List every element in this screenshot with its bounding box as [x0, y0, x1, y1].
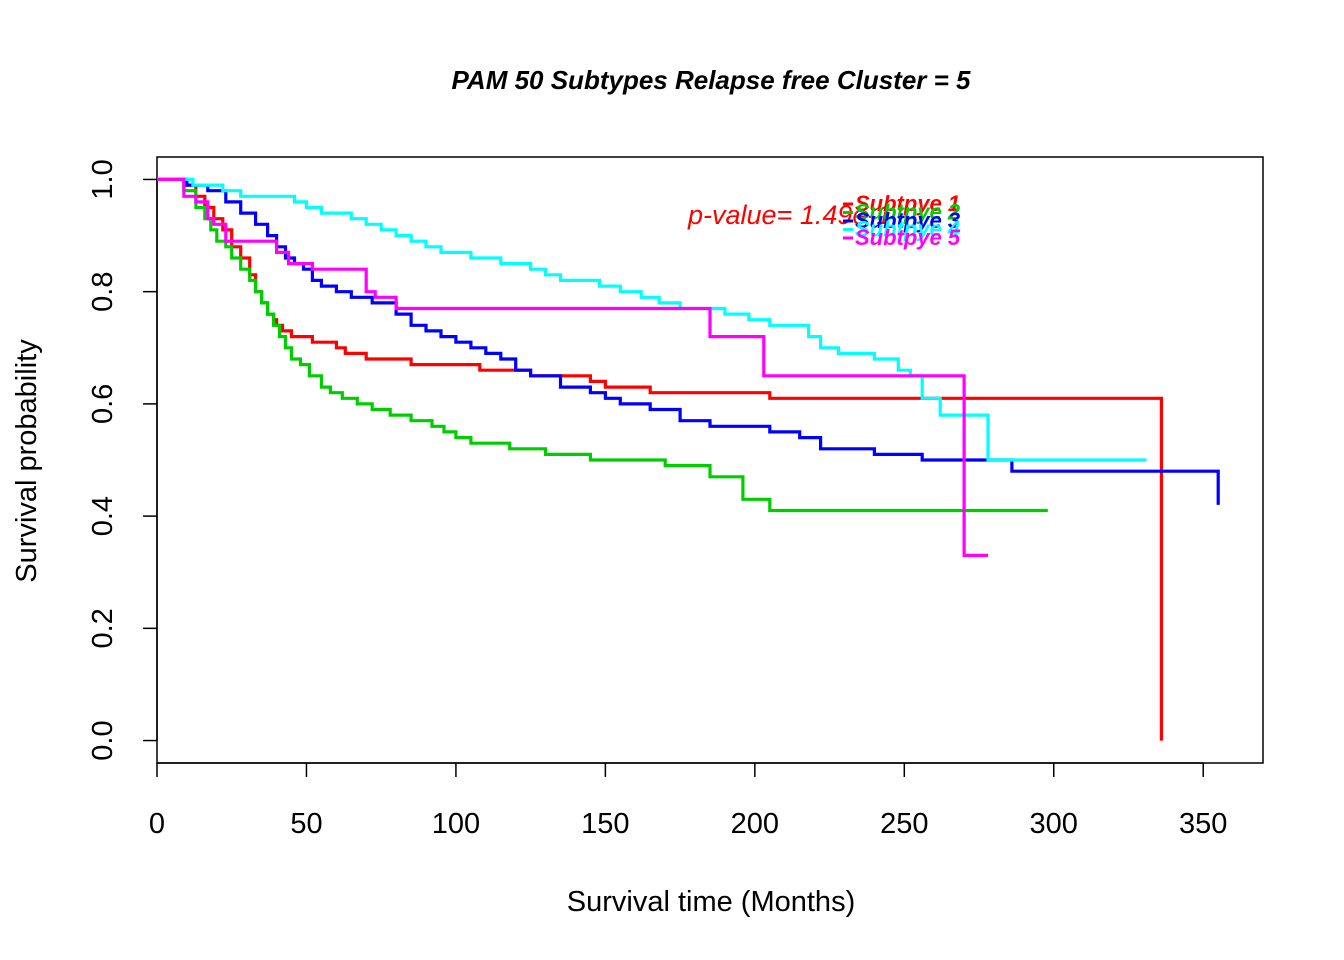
x-tick-label: 250 [880, 808, 928, 840]
x-tick-label: 150 [581, 808, 629, 840]
survival-curve-3 [157, 177, 1220, 505]
x-axis: 0 50 100 150 200 250 300 350 [149, 762, 1227, 840]
x-tick-label: 300 [1030, 808, 1078, 840]
y-tick-label: 0.6 [87, 384, 119, 424]
legend-label: Subtpye 1 [855, 191, 960, 216]
survival-curve-2 [157, 177, 1048, 513]
survival-curve-4 [157, 177, 1147, 462]
series-layer [157, 177, 1220, 741]
y-tick-label: 1.0 [87, 159, 119, 199]
legend-label: Subtpye 4 [855, 217, 960, 242]
x-tick-label: 100 [432, 808, 480, 840]
y-tick-label: 0.0 [87, 720, 119, 760]
x-tick-label: 200 [731, 808, 779, 840]
legend-label: Subtpye 3 [855, 208, 960, 233]
y-tick-label: 0.2 [87, 608, 119, 648]
x-tick-label: 350 [1179, 808, 1227, 840]
y-axis: 0.0 0.2 0.4 0.6 0.8 1.0 [87, 159, 158, 761]
y-tick-label: 0.4 [87, 496, 119, 536]
y-axis-label: Survival probability [11, 339, 43, 583]
x-tick-label: 50 [290, 808, 322, 840]
y-tick-label: 0.8 [87, 272, 119, 312]
survival-curve-1 [157, 177, 1163, 741]
p-value-annotation: p-value= 1.49e-1 [687, 200, 891, 230]
x-axis-label: Survival time (Months) [567, 886, 855, 918]
legend-label: Subtpye 2 [855, 200, 961, 225]
survival-curve-5 [157, 177, 988, 557]
x-tick-label: 0 [149, 808, 165, 840]
chart-title: PAM 50 Subtypes Relapse free Cluster = 5 [452, 65, 972, 95]
legend-label: Subtpye 5 [855, 225, 961, 250]
